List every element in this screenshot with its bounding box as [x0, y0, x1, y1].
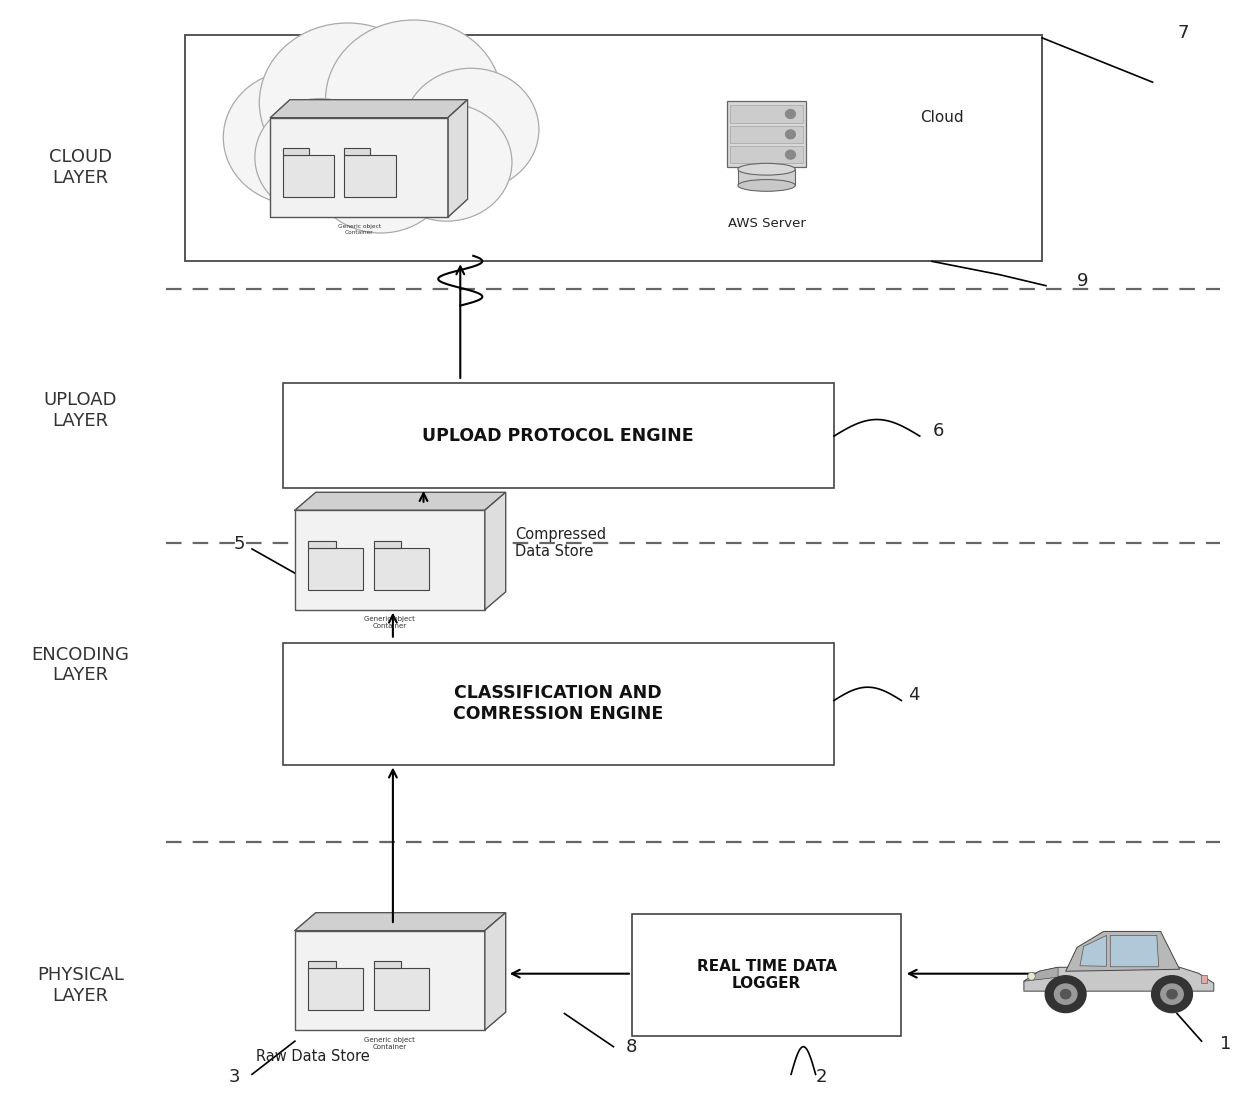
FancyBboxPatch shape: [374, 969, 429, 1010]
Circle shape: [310, 105, 451, 233]
FancyBboxPatch shape: [1202, 976, 1208, 983]
FancyBboxPatch shape: [309, 548, 363, 590]
Circle shape: [403, 68, 539, 190]
Circle shape: [382, 103, 512, 221]
Polygon shape: [1080, 935, 1106, 967]
Circle shape: [1167, 990, 1177, 999]
FancyBboxPatch shape: [727, 101, 806, 167]
FancyBboxPatch shape: [345, 156, 396, 197]
FancyBboxPatch shape: [283, 156, 335, 197]
Circle shape: [786, 150, 795, 159]
Polygon shape: [295, 913, 506, 931]
Polygon shape: [1110, 935, 1158, 967]
Text: Cloud: Cloud: [920, 110, 963, 125]
Circle shape: [1161, 984, 1183, 1005]
Text: 4: 4: [908, 687, 919, 704]
Text: UPLOAD PROTOCOL ENGINE: UPLOAD PROTOCOL ENGINE: [423, 427, 694, 445]
Ellipse shape: [738, 179, 795, 192]
Circle shape: [1152, 976, 1193, 1012]
Circle shape: [786, 110, 795, 119]
Circle shape: [223, 71, 372, 205]
FancyBboxPatch shape: [730, 105, 802, 122]
FancyBboxPatch shape: [309, 961, 336, 969]
Polygon shape: [485, 493, 506, 609]
Text: REAL TIME DATA
LOGGER: REAL TIME DATA LOGGER: [697, 959, 837, 991]
Polygon shape: [448, 100, 467, 217]
Circle shape: [1060, 990, 1071, 999]
Circle shape: [326, 20, 502, 179]
Text: Generic object
Container: Generic object Container: [337, 224, 381, 234]
Text: 7: 7: [1178, 24, 1189, 41]
FancyBboxPatch shape: [374, 961, 402, 969]
Polygon shape: [270, 100, 467, 118]
Text: AWS Server: AWS Server: [728, 216, 806, 230]
Text: 2: 2: [816, 1068, 827, 1086]
FancyBboxPatch shape: [295, 511, 485, 609]
Polygon shape: [1024, 968, 1058, 981]
FancyBboxPatch shape: [309, 541, 336, 548]
FancyBboxPatch shape: [738, 169, 795, 186]
Text: 5: 5: [234, 535, 246, 553]
Circle shape: [786, 130, 795, 139]
FancyBboxPatch shape: [309, 969, 363, 1010]
Text: 3: 3: [229, 1068, 241, 1086]
FancyBboxPatch shape: [283, 148, 309, 156]
Text: Compressed
Data Store: Compressed Data Store: [516, 526, 606, 559]
Ellipse shape: [1028, 972, 1035, 980]
Text: CLOUD
LAYER: CLOUD LAYER: [48, 148, 112, 187]
Text: Generic object
Container: Generic object Container: [365, 616, 415, 629]
Text: 8: 8: [626, 1038, 637, 1056]
FancyBboxPatch shape: [283, 643, 835, 765]
FancyBboxPatch shape: [730, 125, 802, 143]
Text: ENCODING
LAYER: ENCODING LAYER: [31, 646, 129, 684]
Polygon shape: [295, 493, 506, 511]
FancyBboxPatch shape: [295, 931, 485, 1030]
Text: 6: 6: [932, 422, 944, 440]
Text: CLASSIFICATION AND
COMRESSION ENGINE: CLASSIFICATION AND COMRESSION ENGINE: [453, 684, 663, 724]
FancyBboxPatch shape: [283, 383, 835, 488]
Text: Raw Data Store: Raw Data Store: [257, 1049, 370, 1064]
FancyBboxPatch shape: [632, 914, 901, 1036]
FancyBboxPatch shape: [374, 548, 429, 590]
Polygon shape: [485, 913, 506, 1030]
Circle shape: [259, 24, 435, 183]
Text: UPLOAD
LAYER: UPLOAD LAYER: [43, 391, 118, 430]
Polygon shape: [1024, 968, 1214, 991]
Circle shape: [1054, 984, 1076, 1005]
Text: PHYSICAL
LAYER: PHYSICAL LAYER: [37, 967, 124, 1006]
Polygon shape: [1065, 932, 1179, 971]
FancyBboxPatch shape: [345, 148, 370, 156]
Ellipse shape: [738, 164, 795, 175]
Circle shape: [1045, 976, 1086, 1012]
FancyBboxPatch shape: [374, 541, 402, 548]
FancyBboxPatch shape: [730, 147, 802, 164]
FancyBboxPatch shape: [270, 118, 448, 217]
Text: Generic object
Container: Generic object Container: [365, 1037, 415, 1049]
Text: 1: 1: [1220, 1035, 1231, 1053]
FancyBboxPatch shape: [185, 35, 1043, 261]
Circle shape: [255, 99, 386, 216]
Text: 9: 9: [1078, 272, 1089, 290]
